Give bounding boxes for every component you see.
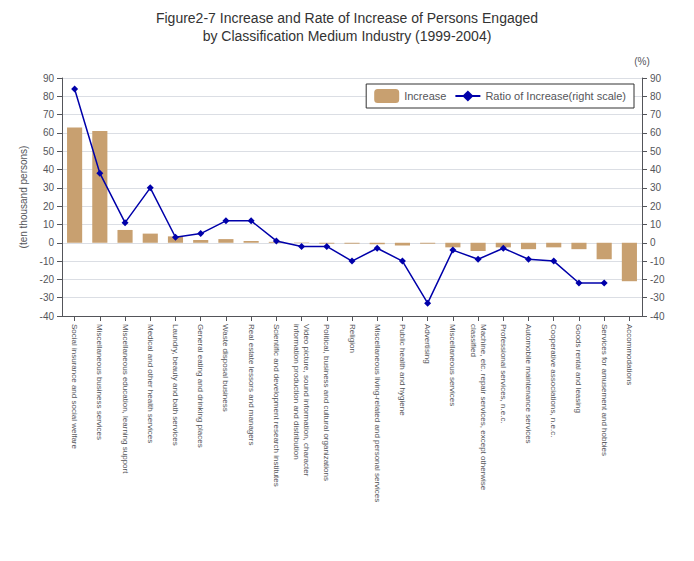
svg-text:10: 10 <box>43 219 55 230</box>
svg-text:Ratio of Increase(right scale): Ratio of Increase(right scale) <box>485 90 626 102</box>
svg-text:Advertising: Advertising <box>423 324 432 364</box>
svg-text:Machine, etc. repair services,: Machine, etc. repair services, except ot… <box>479 324 488 491</box>
svg-text:Increase: Increase <box>404 90 446 102</box>
svg-text:Medical and other health servi: Medical and other health services <box>146 324 155 443</box>
svg-text:-30: -30 <box>40 292 55 303</box>
svg-text:Goods rental and leasing: Goods rental and leasing <box>574 324 583 413</box>
svg-text:Automobile maintenance service: Automobile maintenance services <box>524 324 533 444</box>
svg-text:40: 40 <box>43 164 55 175</box>
svg-text:50: 50 <box>650 146 662 157</box>
svg-text:Figure2-7 Increase and Rate of: Figure2-7 Increase and Rate of Increase … <box>156 10 538 26</box>
svg-text:Political, business and cultur: Political, business and cultural organiz… <box>322 324 331 481</box>
svg-text:Video picture, sound informati: Video picture, sound information, charac… <box>302 324 311 477</box>
svg-text:Scientific and development res: Scientific and development research inst… <box>272 324 281 487</box>
svg-text:10: 10 <box>650 219 662 230</box>
svg-text:90: 90 <box>650 73 662 84</box>
svg-text:General eating and drinking pl: General eating and drinking places <box>196 324 205 448</box>
svg-text:Miscellaneous living-related a: Miscellaneous living-related and persona… <box>373 324 382 502</box>
svg-text:0: 0 <box>48 237 54 248</box>
svg-text:90: 90 <box>43 73 55 84</box>
svg-text:50: 50 <box>43 146 55 157</box>
svg-text:Social insurance and social we: Social insurance and social welfare <box>70 324 79 450</box>
svg-text:-20: -20 <box>40 274 55 285</box>
svg-text:30: 30 <box>43 182 55 193</box>
svg-text:Miscellaneous business service: Miscellaneous business services <box>95 324 104 440</box>
svg-text:classified: classified <box>469 324 478 357</box>
svg-text:40: 40 <box>650 164 662 175</box>
svg-text:Laundry, beauty and bath servi: Laundry, beauty and bath services <box>171 324 180 446</box>
svg-text:-40: -40 <box>650 311 665 322</box>
svg-text:30: 30 <box>650 182 662 193</box>
svg-text:-20: -20 <box>650 274 665 285</box>
svg-text:60: 60 <box>43 127 55 138</box>
svg-text:Professional services, n.e.c.: Professional services, n.e.c. <box>499 324 508 424</box>
svg-text:20: 20 <box>650 201 662 212</box>
svg-text:70: 70 <box>650 109 662 120</box>
svg-text:Religion: Religion <box>348 324 357 353</box>
svg-text:Public health and hygiene: Public health and hygiene <box>398 324 407 416</box>
svg-text:by Classification Medium Indus: by Classification Medium Industry (1999-… <box>203 28 492 44</box>
svg-text:Waste disposal business: Waste disposal business <box>221 324 230 412</box>
svg-text:Cooperative associations, n.e.: Cooperative associations, n.e.c. <box>549 324 558 437</box>
svg-text:60: 60 <box>650 127 662 138</box>
svg-text:-10: -10 <box>40 256 55 267</box>
svg-text:(ten thousand persons): (ten thousand persons) <box>18 146 29 249</box>
svg-text:Accommodations: Accommodations <box>625 324 634 385</box>
svg-text:-30: -30 <box>650 292 665 303</box>
svg-text:-40: -40 <box>40 311 55 322</box>
svg-text:Miscellaneous services: Miscellaneous services <box>448 324 457 406</box>
svg-text:Real estate lessors and manage: Real estate lessors and managers <box>247 324 256 445</box>
svg-text:0: 0 <box>650 237 656 248</box>
svg-text:(%): (%) <box>634 56 650 67</box>
svg-text:80: 80 <box>43 91 55 102</box>
svg-text:Services for amusement and hob: Services for amusement and hobbies <box>600 324 609 456</box>
svg-text:information production and dis: information production and distribution <box>292 324 301 460</box>
svg-text:-10: -10 <box>650 256 665 267</box>
svg-text:20: 20 <box>43 201 55 212</box>
svg-text:70: 70 <box>43 109 55 120</box>
svg-text:Miscellaneous education, learn: Miscellaneous education, learning suppor… <box>121 324 130 474</box>
svg-text:80: 80 <box>650 91 662 102</box>
